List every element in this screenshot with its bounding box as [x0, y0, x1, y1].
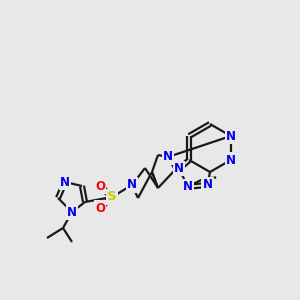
Text: N: N	[163, 151, 173, 164]
Text: S: S	[107, 190, 117, 203]
Text: N: N	[127, 178, 137, 191]
Text: N: N	[226, 130, 236, 142]
Text: N: N	[226, 154, 236, 166]
Text: N: N	[67, 206, 77, 218]
Text: O: O	[95, 179, 105, 193]
Text: N: N	[60, 176, 70, 188]
Text: N: N	[174, 162, 184, 175]
Text: O: O	[95, 202, 105, 214]
Text: N: N	[183, 180, 193, 193]
Text: N: N	[202, 178, 212, 191]
